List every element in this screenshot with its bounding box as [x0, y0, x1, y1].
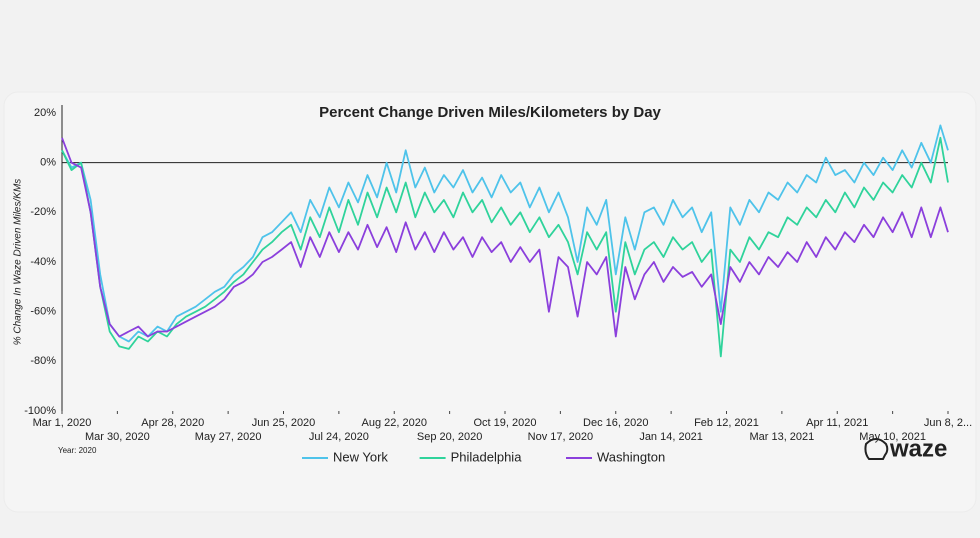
- x-tick-label: May 10, 2021: [859, 431, 926, 443]
- x-tick-label: Mar 1, 2020: [33, 417, 92, 429]
- y-tick-label: -100%: [24, 405, 56, 417]
- series-line: [61, 137, 949, 338]
- legend-item: New York: [302, 449, 388, 464]
- legend: New York Philadelphia Washington: [302, 449, 665, 464]
- legend-item: Philadelphia: [419, 449, 523, 464]
- year-note: Year: 2020: [58, 446, 97, 455]
- chart-title: Percent Change Driven Miles/Kilometers b…: [319, 104, 661, 121]
- y-tick-label: -60%: [30, 306, 56, 318]
- x-tick-label: Dec 16, 2020: [583, 417, 648, 429]
- x-tick-label: Apr 11, 2021: [806, 417, 868, 429]
- y-tick-label: -20%: [30, 206, 56, 218]
- x-tick-label: Nov 17, 2020: [528, 431, 593, 443]
- series-line: [61, 124, 949, 343]
- series-line: [61, 136, 949, 358]
- legend-label: Washington: [597, 449, 665, 464]
- x-tick-label: Apr 28, 2020: [141, 417, 204, 429]
- logo-text: waze: [889, 435, 947, 462]
- y-axis-label: % Change In Waze Driven Miles/KMs: [13, 179, 24, 346]
- panel: [3, 91, 977, 513]
- y-tick-label: -40%: [30, 256, 56, 268]
- y-tick-label: -80%: [30, 355, 56, 367]
- x-tick-label: Jun 25, 2020: [252, 417, 316, 429]
- x-tick-label: Mar 13, 2021: [749, 431, 814, 443]
- y-tick-label: 0%: [40, 157, 56, 169]
- x-tick-label: May 27, 2020: [195, 431, 262, 443]
- x-tick-label: Aug 22, 2020: [362, 417, 427, 429]
- legend-label: New York: [333, 449, 388, 464]
- legend-label: Philadelphia: [451, 449, 523, 464]
- x-tick-label: Mar 30, 2020: [85, 431, 150, 443]
- logo-icon: [864, 438, 889, 460]
- x-tick-label: Sep 20, 2020: [417, 431, 482, 443]
- x-tick-label: Oct 19, 2020: [474, 417, 537, 429]
- legend-item: Washington: [566, 449, 665, 464]
- waze-logo: waze: [864, 435, 947, 462]
- y-tick-label: 20%: [34, 107, 56, 119]
- x-tick-label: Feb 12, 2021: [694, 417, 759, 429]
- x-tick-label: Jan 14, 2021: [639, 431, 703, 443]
- x-tick-label: Jul 24, 2020: [309, 431, 369, 443]
- x-tick-label: Jun 8, 2...: [924, 417, 972, 429]
